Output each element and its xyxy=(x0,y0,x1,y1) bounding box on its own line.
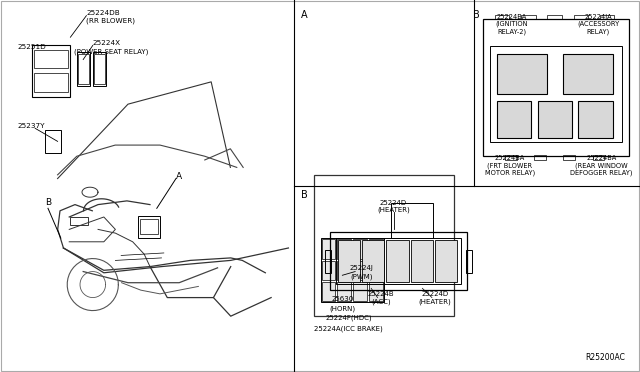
Text: 25224A(ICC BRAKE): 25224A(ICC BRAKE) xyxy=(314,326,383,333)
Text: (HEATER): (HEATER) xyxy=(419,298,451,305)
Bar xyxy=(563,54,612,94)
Bar xyxy=(573,15,588,19)
Text: RELAY): RELAY) xyxy=(587,28,610,35)
Bar xyxy=(353,261,367,280)
Bar xyxy=(335,238,461,284)
Bar xyxy=(466,250,472,273)
Bar xyxy=(77,52,90,86)
Text: (ACC): (ACC) xyxy=(371,298,390,305)
Bar xyxy=(435,240,457,282)
Bar xyxy=(337,261,351,280)
Bar xyxy=(483,19,629,156)
Bar xyxy=(369,240,383,259)
Text: (POWER SEAT RELAY): (POWER SEAT RELAY) xyxy=(74,49,148,55)
Bar xyxy=(534,155,546,160)
Bar xyxy=(563,155,575,160)
Bar xyxy=(78,54,88,84)
Bar xyxy=(138,216,160,238)
Bar xyxy=(386,240,408,282)
Bar xyxy=(521,15,536,19)
Bar xyxy=(32,45,70,97)
Text: 25224D: 25224D xyxy=(422,291,449,297)
Text: (HORN): (HORN) xyxy=(330,305,355,312)
Text: R25200AC: R25200AC xyxy=(585,353,625,362)
Text: 25224BA: 25224BA xyxy=(495,155,525,161)
Bar xyxy=(70,217,88,225)
Bar xyxy=(337,240,351,259)
Bar xyxy=(353,240,367,259)
Text: A: A xyxy=(176,172,182,181)
Text: 25224IA: 25224IA xyxy=(584,14,612,20)
Bar xyxy=(579,101,612,138)
Text: 25224J: 25224J xyxy=(349,265,374,271)
Text: (ACCESSORY: (ACCESSORY xyxy=(577,21,620,28)
Bar xyxy=(497,54,547,94)
Text: 25224BA: 25224BA xyxy=(586,155,617,161)
Text: (FRT BLOWER: (FRT BLOWER xyxy=(488,162,532,169)
Text: B: B xyxy=(301,190,307,200)
Bar xyxy=(93,52,106,86)
Bar xyxy=(330,232,467,290)
Bar xyxy=(321,238,384,302)
Text: (REAR WINDOW: (REAR WINDOW xyxy=(575,162,628,169)
Bar xyxy=(321,240,335,259)
Text: 25237Y: 25237Y xyxy=(18,124,45,129)
Bar xyxy=(369,282,383,301)
Text: DEFOGGER RELAY): DEFOGGER RELAY) xyxy=(570,170,633,176)
Bar xyxy=(410,240,433,282)
Text: 25224DB: 25224DB xyxy=(86,10,120,16)
Bar xyxy=(34,73,68,92)
Bar xyxy=(337,240,360,282)
Bar xyxy=(321,282,335,301)
Bar xyxy=(538,101,572,138)
Bar xyxy=(362,240,384,282)
Bar xyxy=(505,155,516,160)
Bar xyxy=(45,130,61,153)
Bar xyxy=(547,15,562,19)
Bar xyxy=(337,282,351,301)
Text: 25251D: 25251D xyxy=(18,44,47,49)
Text: (HEATER): (HEATER) xyxy=(377,207,410,214)
Bar xyxy=(324,250,330,273)
Bar xyxy=(369,261,383,280)
Bar xyxy=(353,282,367,301)
Text: 25224BA: 25224BA xyxy=(497,14,527,20)
Text: (RR BLOWER): (RR BLOWER) xyxy=(86,17,136,24)
Bar xyxy=(497,101,531,138)
Text: 25224X: 25224X xyxy=(93,40,121,46)
Text: RELAY-2): RELAY-2) xyxy=(497,28,527,35)
Bar xyxy=(94,54,104,84)
Bar xyxy=(391,203,433,238)
Bar xyxy=(321,261,335,280)
Text: A: A xyxy=(301,10,307,20)
Text: (IGNITION: (IGNITION xyxy=(496,21,528,28)
Bar xyxy=(495,15,509,19)
Text: 25630: 25630 xyxy=(332,296,353,302)
Text: 25224B: 25224B xyxy=(367,291,394,297)
Bar xyxy=(593,155,604,160)
Bar xyxy=(600,15,614,19)
Text: (PWM): (PWM) xyxy=(350,274,373,280)
Text: B: B xyxy=(474,10,480,20)
Bar xyxy=(140,219,158,234)
Text: 25224D: 25224D xyxy=(380,200,407,206)
Text: 25224F(HDC): 25224F(HDC) xyxy=(326,315,372,321)
Bar xyxy=(314,175,454,316)
Bar xyxy=(490,46,621,142)
Text: MOTOR RELAY): MOTOR RELAY) xyxy=(485,170,535,176)
Bar xyxy=(34,50,68,68)
Text: B: B xyxy=(45,198,51,207)
